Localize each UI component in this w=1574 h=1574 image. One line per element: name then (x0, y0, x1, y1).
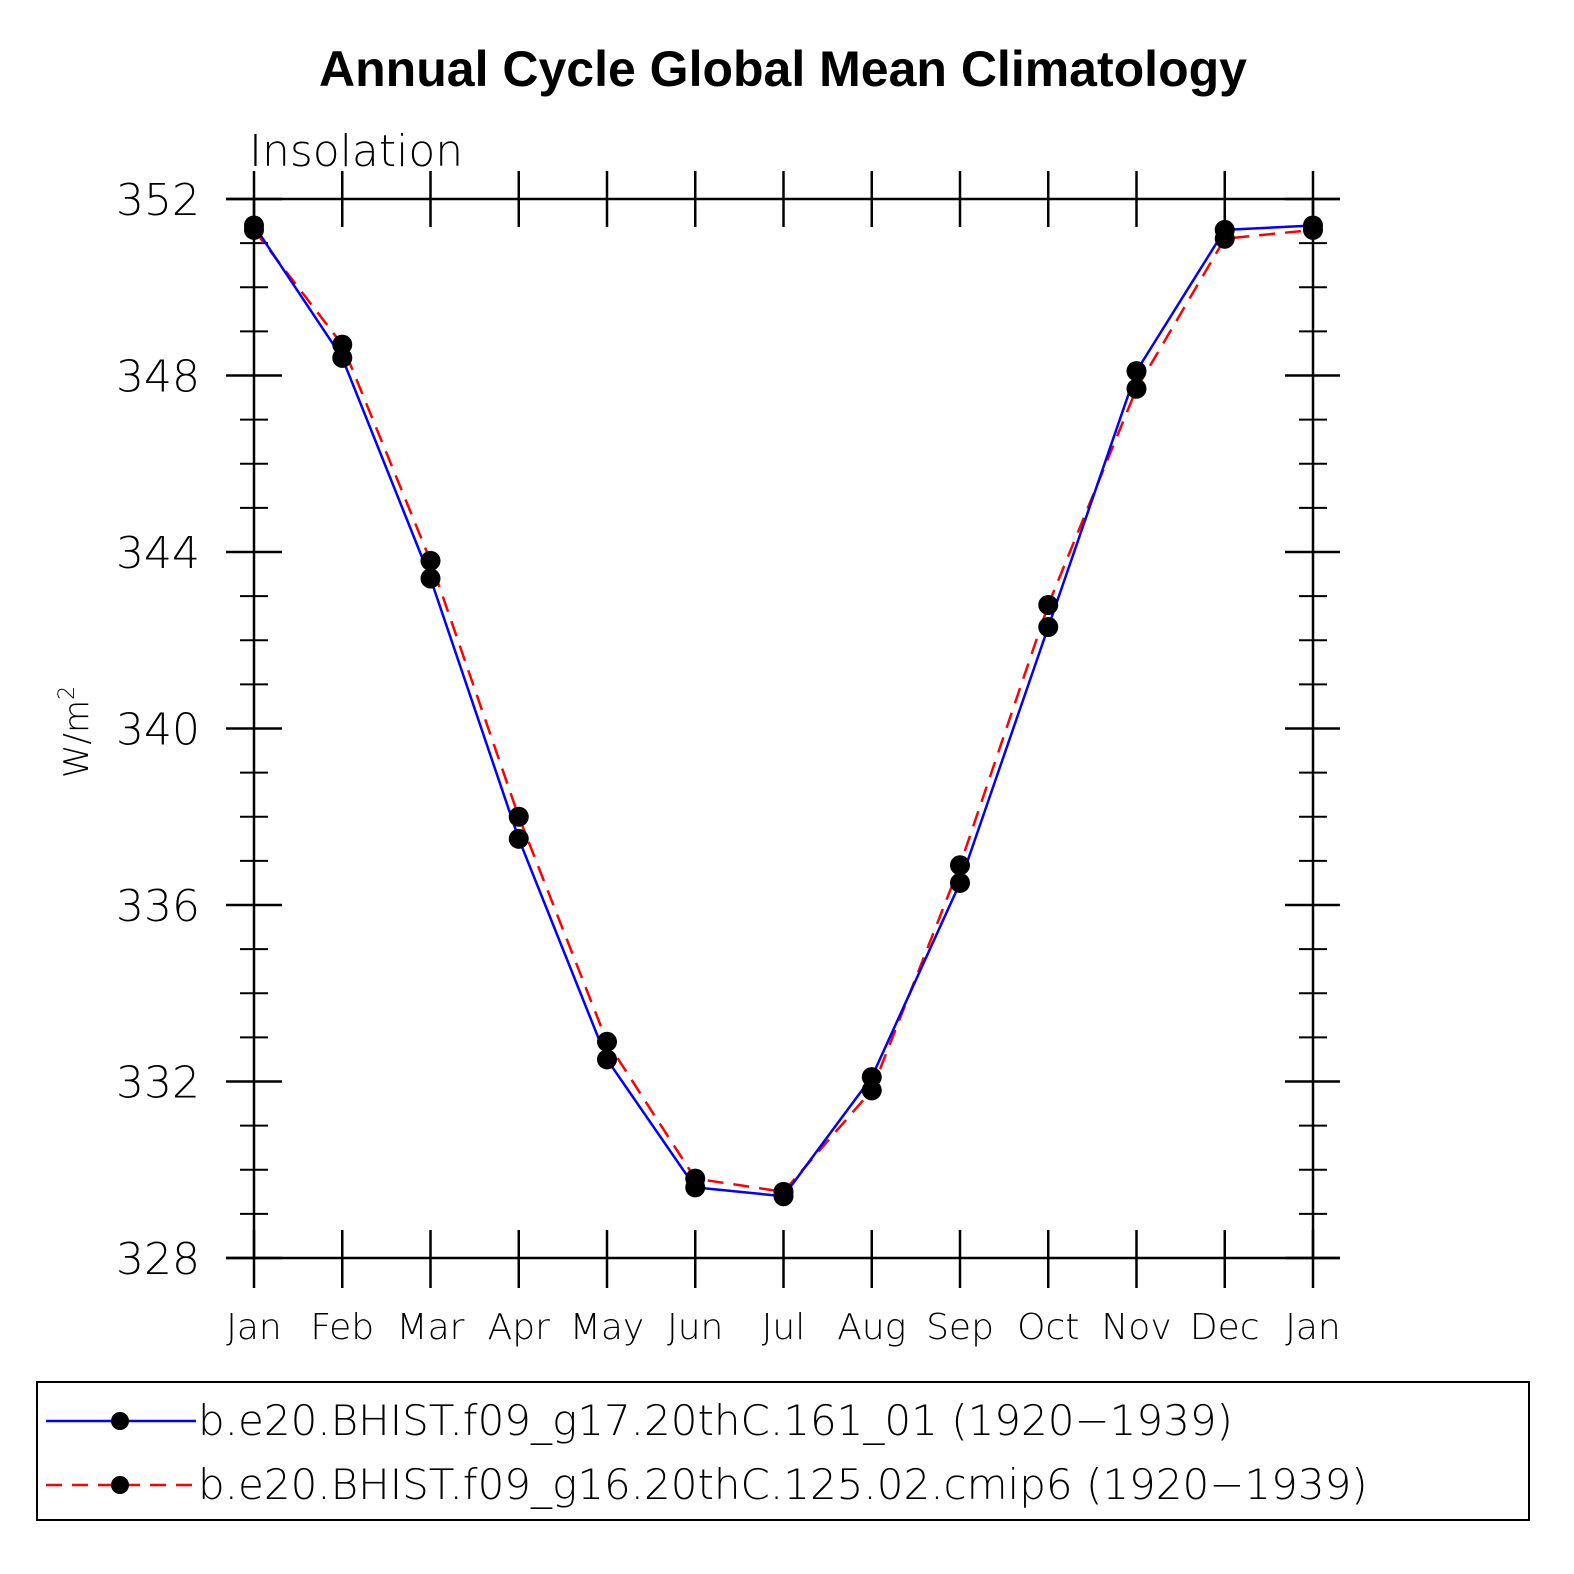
y-axis-label: W/m2 (55, 686, 97, 778)
y-axis-label-unit: W/m (57, 700, 97, 778)
data-point-series-2 (1126, 378, 1147, 399)
x-tick-label: Mar (397, 1307, 465, 1348)
legend-marker-series-2 (111, 1476, 129, 1494)
chart-subtitle: Insolation (249, 126, 463, 177)
y-tick-label: 340 (116, 705, 200, 756)
axis-layer (226, 171, 1340, 1288)
data-point-series-2 (773, 1181, 794, 1202)
series-layer (252, 224, 1314, 1198)
x-tick-label: Jan (226, 1307, 282, 1348)
y-tick-label: 352 (116, 175, 200, 226)
tick-label-layer: Jan Feb Mar Apr May Jun Jul Aug Sep Oct Nov Dec Jan 3… (116, 175, 1341, 1348)
data-point-series-1 (1038, 617, 1059, 638)
x-tick-label: Nov (1101, 1307, 1171, 1348)
x-tick-label: Feb (310, 1307, 374, 1348)
data-point-series-2 (597, 1031, 617, 1052)
x-tick-label: Jul (762, 1307, 805, 1348)
y-axis-label-superscript: 2 (55, 686, 80, 700)
x-tick-label: Jun (667, 1307, 723, 1348)
legend-graphics: b.e20.BHIST.f09_g17.20thC.161_01 (1920−1… (46, 1396, 1368, 1509)
x-tick-label: May (570, 1307, 644, 1348)
data-point-series-2 (1214, 228, 1235, 249)
data-point-series-2 (1038, 594, 1059, 615)
legend-label-series-1: b.e20.BHIST.f09_g17.20thC.161_01 (1920−1… (198, 1396, 1233, 1445)
x-tick-label: Sep (926, 1307, 994, 1348)
x-tick-label: Dec (1190, 1307, 1260, 1348)
legend-label-series-2: b.e20.BHIST.f09_g16.20thC.125.02.cmip6 (… (198, 1460, 1368, 1509)
x-tick-label: Apr (488, 1307, 550, 1348)
x-tick-label: Aug (837, 1307, 906, 1348)
data-point-series-2 (950, 855, 970, 876)
data-point-series-2 (861, 1080, 882, 1101)
data-point-series-1 (420, 568, 441, 589)
y-tick-label: 344 (116, 528, 200, 579)
data-point-series-1 (1126, 361, 1147, 382)
y-tick-label: 336 (116, 881, 200, 932)
y-tick-label: 332 (116, 1058, 200, 1109)
data-point-series-2 (332, 334, 353, 355)
data-point-series-1 (508, 828, 529, 849)
chart-title: Annual Cycle Global Mean Climatology (319, 41, 1247, 97)
series-line-1 (252, 224, 1314, 1198)
x-tick-label: Oct (1017, 1307, 1079, 1348)
data-point-series-2 (420, 550, 441, 571)
y-tick-label: 348 (116, 352, 200, 403)
data-point-series-2 (508, 806, 529, 827)
data-point-series-2 (244, 219, 264, 240)
series-line-2 (253, 228, 1314, 1194)
data-point-series-2 (1303, 219, 1323, 240)
marker-layer (244, 215, 1323, 1207)
legend: b.e20.BHIST.f09_g17.20thC.161_01 (1920−1… (36, 1381, 1530, 1521)
y-tick-label: 328 (116, 1234, 200, 1285)
data-point-series-1 (597, 1049, 617, 1070)
x-tick-label: Jan (1285, 1307, 1341, 1348)
data-point-series-2 (685, 1168, 706, 1189)
legend-marker-series-1 (111, 1412, 129, 1430)
data-point-series-1 (950, 872, 970, 893)
